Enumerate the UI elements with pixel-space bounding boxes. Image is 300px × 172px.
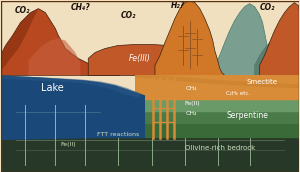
Text: Serpentine: Serpentine: [227, 111, 268, 120]
Polygon shape: [28, 39, 80, 75]
Text: CO₂: CO₂: [15, 6, 30, 15]
Polygon shape: [1, 9, 120, 75]
Polygon shape: [155, 1, 225, 75]
Text: Smectite: Smectite: [246, 79, 277, 85]
Polygon shape: [1, 75, 140, 98]
Text: C₂H₆ etc.: C₂H₆ etc.: [226, 91, 250, 96]
Polygon shape: [1, 9, 38, 75]
Text: H₂?: H₂?: [171, 1, 185, 10]
Text: Fe(II): Fe(II): [184, 101, 200, 106]
Text: FTT reactions: FTT reactions: [97, 132, 139, 137]
Text: Fe(III): Fe(III): [129, 54, 151, 63]
Text: CH₄: CH₄: [186, 111, 198, 116]
Polygon shape: [1, 112, 299, 172]
Polygon shape: [135, 75, 299, 172]
Polygon shape: [215, 4, 274, 75]
Text: Olivine-rich bedrock: Olivine-rich bedrock: [184, 145, 255, 151]
Text: CH₄?: CH₄?: [70, 3, 90, 12]
Polygon shape: [1, 100, 299, 172]
Polygon shape: [1, 138, 299, 172]
Polygon shape: [260, 3, 299, 75]
Text: CO₂: CO₂: [260, 3, 275, 12]
Polygon shape: [88, 45, 192, 75]
Text: Lake: Lake: [41, 83, 64, 93]
Polygon shape: [255, 40, 296, 75]
Text: CO₂: CO₂: [120, 11, 136, 20]
Polygon shape: [1, 75, 145, 172]
Polygon shape: [135, 75, 299, 88]
Polygon shape: [1, 124, 299, 172]
Text: Fe(II): Fe(II): [61, 142, 76, 147]
Text: CH₄: CH₄: [186, 86, 198, 91]
